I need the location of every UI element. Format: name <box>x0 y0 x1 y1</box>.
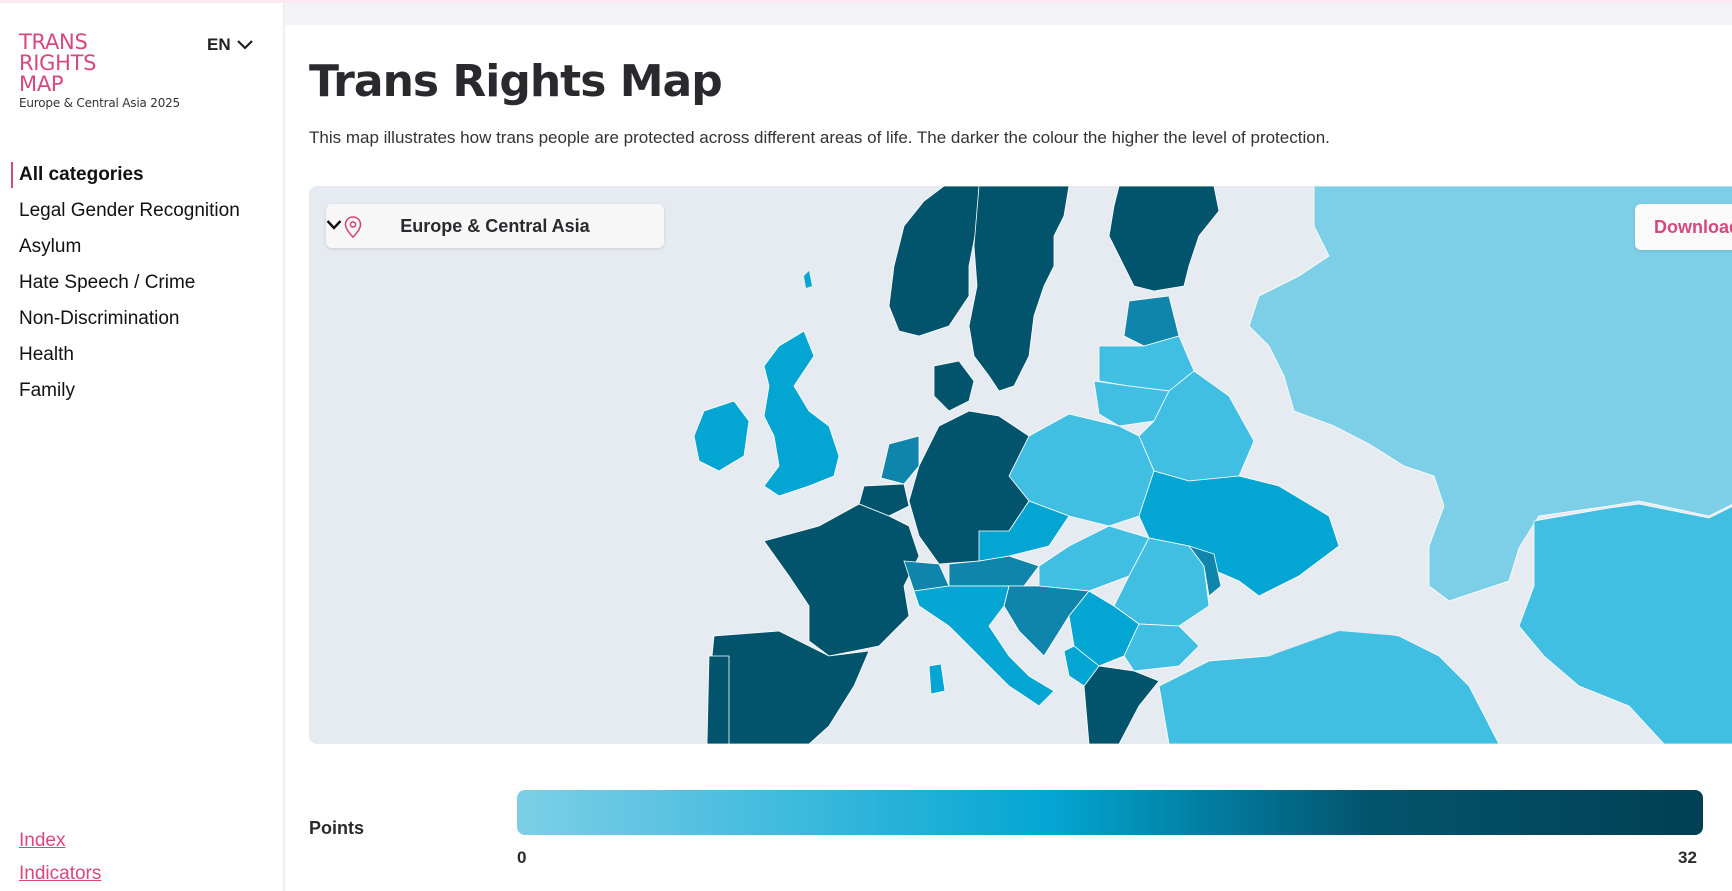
legend-gradient-bar <box>517 790 1703 835</box>
region-sweden[interactable] <box>968 186 1070 392</box>
region-sardinia[interactable] <box>928 663 946 695</box>
region-moldova[interactable] <box>1187 545 1222 597</box>
nav-item-health[interactable]: Health <box>19 344 74 365</box>
download-button[interactable]: Download <box>1635 204 1732 250</box>
region-albania-macedonia[interactable] <box>1063 645 1100 687</box>
main-content: Trans Rights Map This map illustrates ho… <box>285 25 1732 891</box>
region-france[interactable] <box>763 503 920 657</box>
site-logo[interactable]: TRANS RIGHTS MAP <box>19 30 97 96</box>
europe-map[interactable]: Europe & Central Asia Download <box>309 186 1732 744</box>
legend-max: 32 <box>1678 848 1697 867</box>
top-accent-line <box>0 0 1732 3</box>
chevron-down-icon <box>326 220 342 230</box>
region-belgium[interactable] <box>858 483 910 517</box>
map-canvas[interactable] <box>309 186 1732 744</box>
sidebar: TRANS RIGHTS MAP Europe & Central Asia 2… <box>0 3 284 891</box>
region-dropdown-value: Europe & Central Asia <box>400 215 590 236</box>
region-denmark[interactable] <box>933 360 975 412</box>
logo-line-3: MAP <box>19 72 64 96</box>
map-pin-icon <box>344 216 362 238</box>
region-greece[interactable] <box>1083 665 1160 744</box>
nav-item-legal-gender-recognition[interactable]: Legal Gender Recognition <box>19 200 240 221</box>
nav-item-hate-speech-crime[interactable]: Hate Speech / Crime <box>19 272 196 293</box>
index-link[interactable]: Index <box>19 830 66 851</box>
region-netherlands[interactable] <box>880 435 920 485</box>
region-portugal[interactable] <box>706 655 730 744</box>
nav-item-all-categories[interactable]: All categories <box>0 157 284 193</box>
region-norway[interactable] <box>888 186 980 337</box>
nav-item-asylum[interactable]: Asylum <box>19 236 82 257</box>
region-russia[interactable] <box>1248 186 1732 602</box>
logo-subtitle: Europe & Central Asia 2025 <box>19 96 180 110</box>
logo-line-2: RIGHTS <box>19 51 97 75</box>
nav-item-family[interactable]: Family <box>19 380 75 401</box>
black-sea <box>1209 581 1399 656</box>
region-slovenia-croatia[interactable] <box>1003 585 1090 657</box>
region-dropdown[interactable]: Europe & Central Asia <box>326 204 664 248</box>
region-turkey-caucasus[interactable] <box>1158 625 1500 744</box>
page-description: This map illustrates how trans people ar… <box>309 128 1330 147</box>
chevron-down-icon <box>236 40 253 50</box>
language-label: EN <box>207 35 231 54</box>
region-ireland[interactable] <box>693 400 750 472</box>
region-faroe[interactable] <box>804 271 812 288</box>
legend-min: 0 <box>517 848 527 867</box>
region-uk[interactable] <box>763 330 840 497</box>
indicators-link[interactable]: Indicators <box>19 863 102 884</box>
page-title: Trans Rights Map <box>309 56 723 107</box>
region-italy[interactable] <box>913 585 1055 707</box>
region-finland[interactable] <box>1108 186 1220 292</box>
region-czechia[interactable] <box>978 500 1070 562</box>
category-nav: All categories Legal Gender Recognition … <box>0 157 284 409</box>
language-selector[interactable]: EN <box>207 35 253 55</box>
region-kazakhstan[interactable] <box>1518 498 1732 744</box>
logo-line-1: TRANS <box>19 30 88 54</box>
nav-item-non-discrimination[interactable]: Non-Discrimination <box>19 308 180 329</box>
region-switzerland[interactable] <box>903 560 950 592</box>
legend-label: Points <box>309 818 365 838</box>
